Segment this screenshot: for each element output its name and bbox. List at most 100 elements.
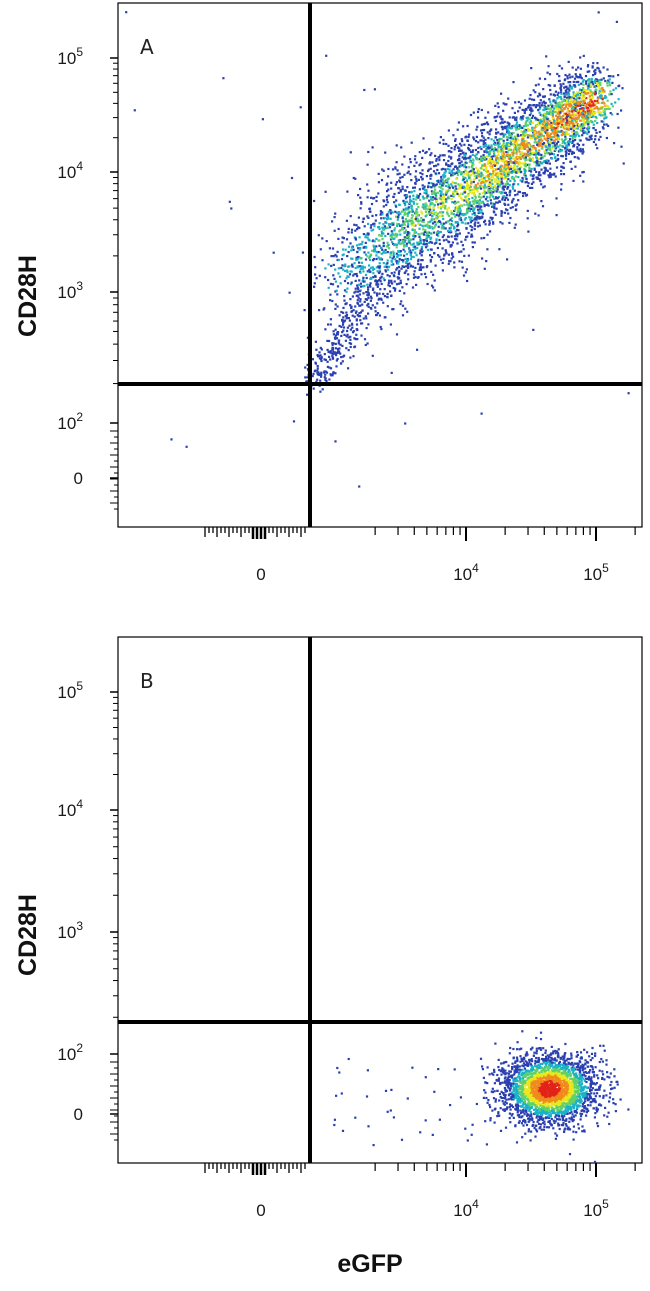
event-point [422, 266, 425, 269]
event-point [465, 212, 468, 215]
event-point [351, 265, 354, 268]
event-point [492, 170, 495, 173]
event-point [469, 221, 473, 224]
event-point [386, 201, 389, 204]
event-point [539, 120, 542, 123]
event-point [586, 112, 589, 115]
event-point [329, 350, 332, 353]
event-point [400, 300, 403, 303]
event-point [381, 213, 384, 216]
event-point [560, 138, 563, 141]
event-point [382, 250, 386, 253]
event-point [370, 297, 373, 300]
event-point [509, 158, 512, 161]
event-point [490, 180, 493, 183]
event-point [500, 210, 503, 213]
event-point [399, 279, 402, 282]
event-point [479, 157, 482, 160]
event-point [571, 75, 574, 78]
event-point [336, 357, 339, 361]
event-point [464, 161, 467, 164]
event-point [555, 107, 558, 110]
event-point [515, 128, 518, 131]
event-point [595, 131, 598, 134]
event-point [433, 221, 436, 224]
event-point [498, 158, 501, 161]
event-point [331, 355, 334, 358]
event-point [355, 333, 358, 336]
event-point [435, 212, 438, 215]
event-point [540, 138, 543, 141]
event-point [546, 129, 549, 132]
event-point [395, 268, 398, 271]
event-point [422, 228, 425, 231]
event-point [423, 233, 426, 236]
event-point [554, 148, 557, 152]
event-point [412, 221, 415, 224]
event-point [454, 190, 457, 193]
event-point [575, 1095, 578, 1098]
event-point [594, 119, 597, 123]
event-point [499, 115, 502, 119]
event-point [449, 245, 452, 248]
event-point [432, 273, 435, 276]
event-point [486, 131, 489, 134]
event-point [521, 156, 524, 159]
event-point [497, 159, 500, 162]
event-point [413, 164, 416, 167]
event-point [578, 119, 582, 122]
event-point [589, 98, 592, 101]
event-point [426, 245, 429, 248]
event-point [342, 320, 345, 323]
event-point [554, 111, 557, 114]
event-point [530, 182, 533, 185]
event-point [483, 176, 486, 180]
event-point [511, 185, 514, 188]
event-point [453, 261, 456, 264]
event-point [462, 151, 465, 154]
event-point [319, 346, 322, 349]
event-point [523, 171, 527, 174]
event-point [345, 302, 348, 305]
event-point [554, 127, 558, 130]
event-point [329, 282, 332, 285]
event-point [519, 126, 522, 129]
event-point [350, 228, 354, 231]
event-point [422, 203, 425, 206]
event-point [559, 83, 562, 86]
event-point [458, 149, 461, 152]
event-point [555, 166, 559, 169]
event-point [396, 233, 399, 236]
event-point [334, 280, 337, 283]
event-point [403, 245, 406, 248]
event-point [381, 226, 384, 229]
event-point [585, 114, 589, 118]
event-point [578, 149, 581, 152]
event-point [534, 131, 537, 134]
event-point [603, 123, 606, 126]
event-point [520, 154, 523, 157]
event-point [401, 163, 404, 166]
event-point [426, 232, 429, 235]
event-point [460, 138, 463, 141]
event-point [435, 214, 438, 217]
event-point [412, 246, 415, 249]
event-point [582, 102, 585, 105]
event-point [432, 196, 435, 199]
event-point [534, 91, 537, 94]
event-point [568, 140, 571, 143]
event-point [524, 174, 527, 177]
event-point [571, 110, 574, 113]
event-point [435, 180, 439, 183]
event-point [549, 149, 552, 152]
event-point [445, 189, 448, 192]
event-point [581, 152, 584, 155]
event-point [559, 122, 562, 125]
event-point [364, 343, 367, 347]
event-point [448, 188, 451, 191]
event-point [427, 186, 430, 189]
event-point [346, 287, 349, 290]
event-point [438, 255, 441, 258]
event-point [463, 191, 466, 194]
plot-frame [117, 2, 643, 528]
